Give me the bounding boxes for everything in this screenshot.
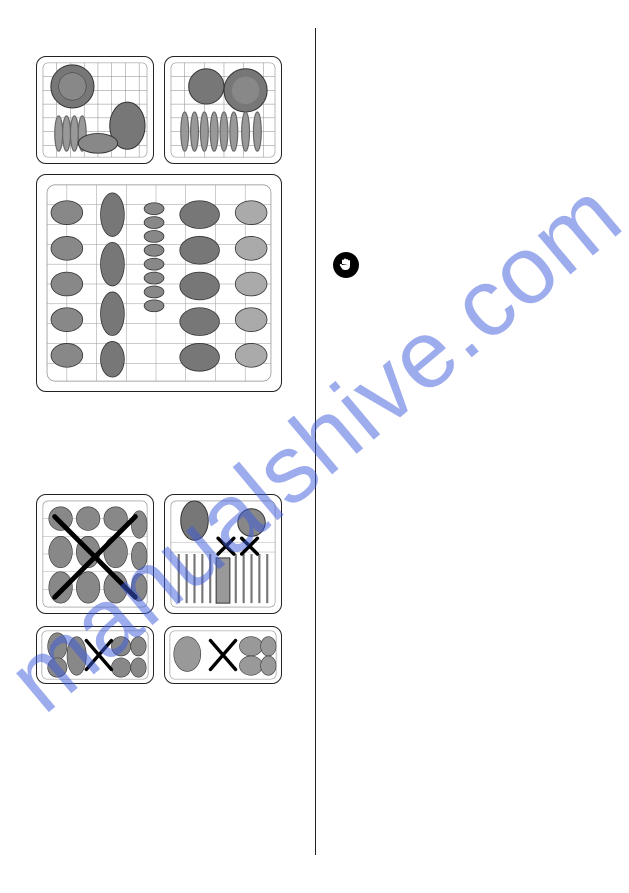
spacer	[36, 614, 297, 626]
wrong-load-row-2	[36, 626, 297, 684]
right-column	[315, 0, 629, 893]
lower-rack-pots-1	[36, 56, 154, 164]
wrong-load-plates-xx	[164, 494, 282, 614]
rack-row-top	[36, 56, 297, 164]
manual-page	[0, 0, 629, 893]
caution-hand-icon	[333, 252, 359, 278]
wrong-load-glasses-x	[36, 494, 154, 614]
lower-rack-pots-2	[164, 56, 282, 164]
upper-rack-cups-plates	[36, 174, 282, 392]
spacer	[36, 392, 297, 494]
left-column	[0, 0, 315, 893]
wrong-load-bowls-x	[164, 626, 282, 684]
wrong-load-row-1	[36, 494, 297, 614]
wrong-load-cups-x	[36, 626, 154, 684]
